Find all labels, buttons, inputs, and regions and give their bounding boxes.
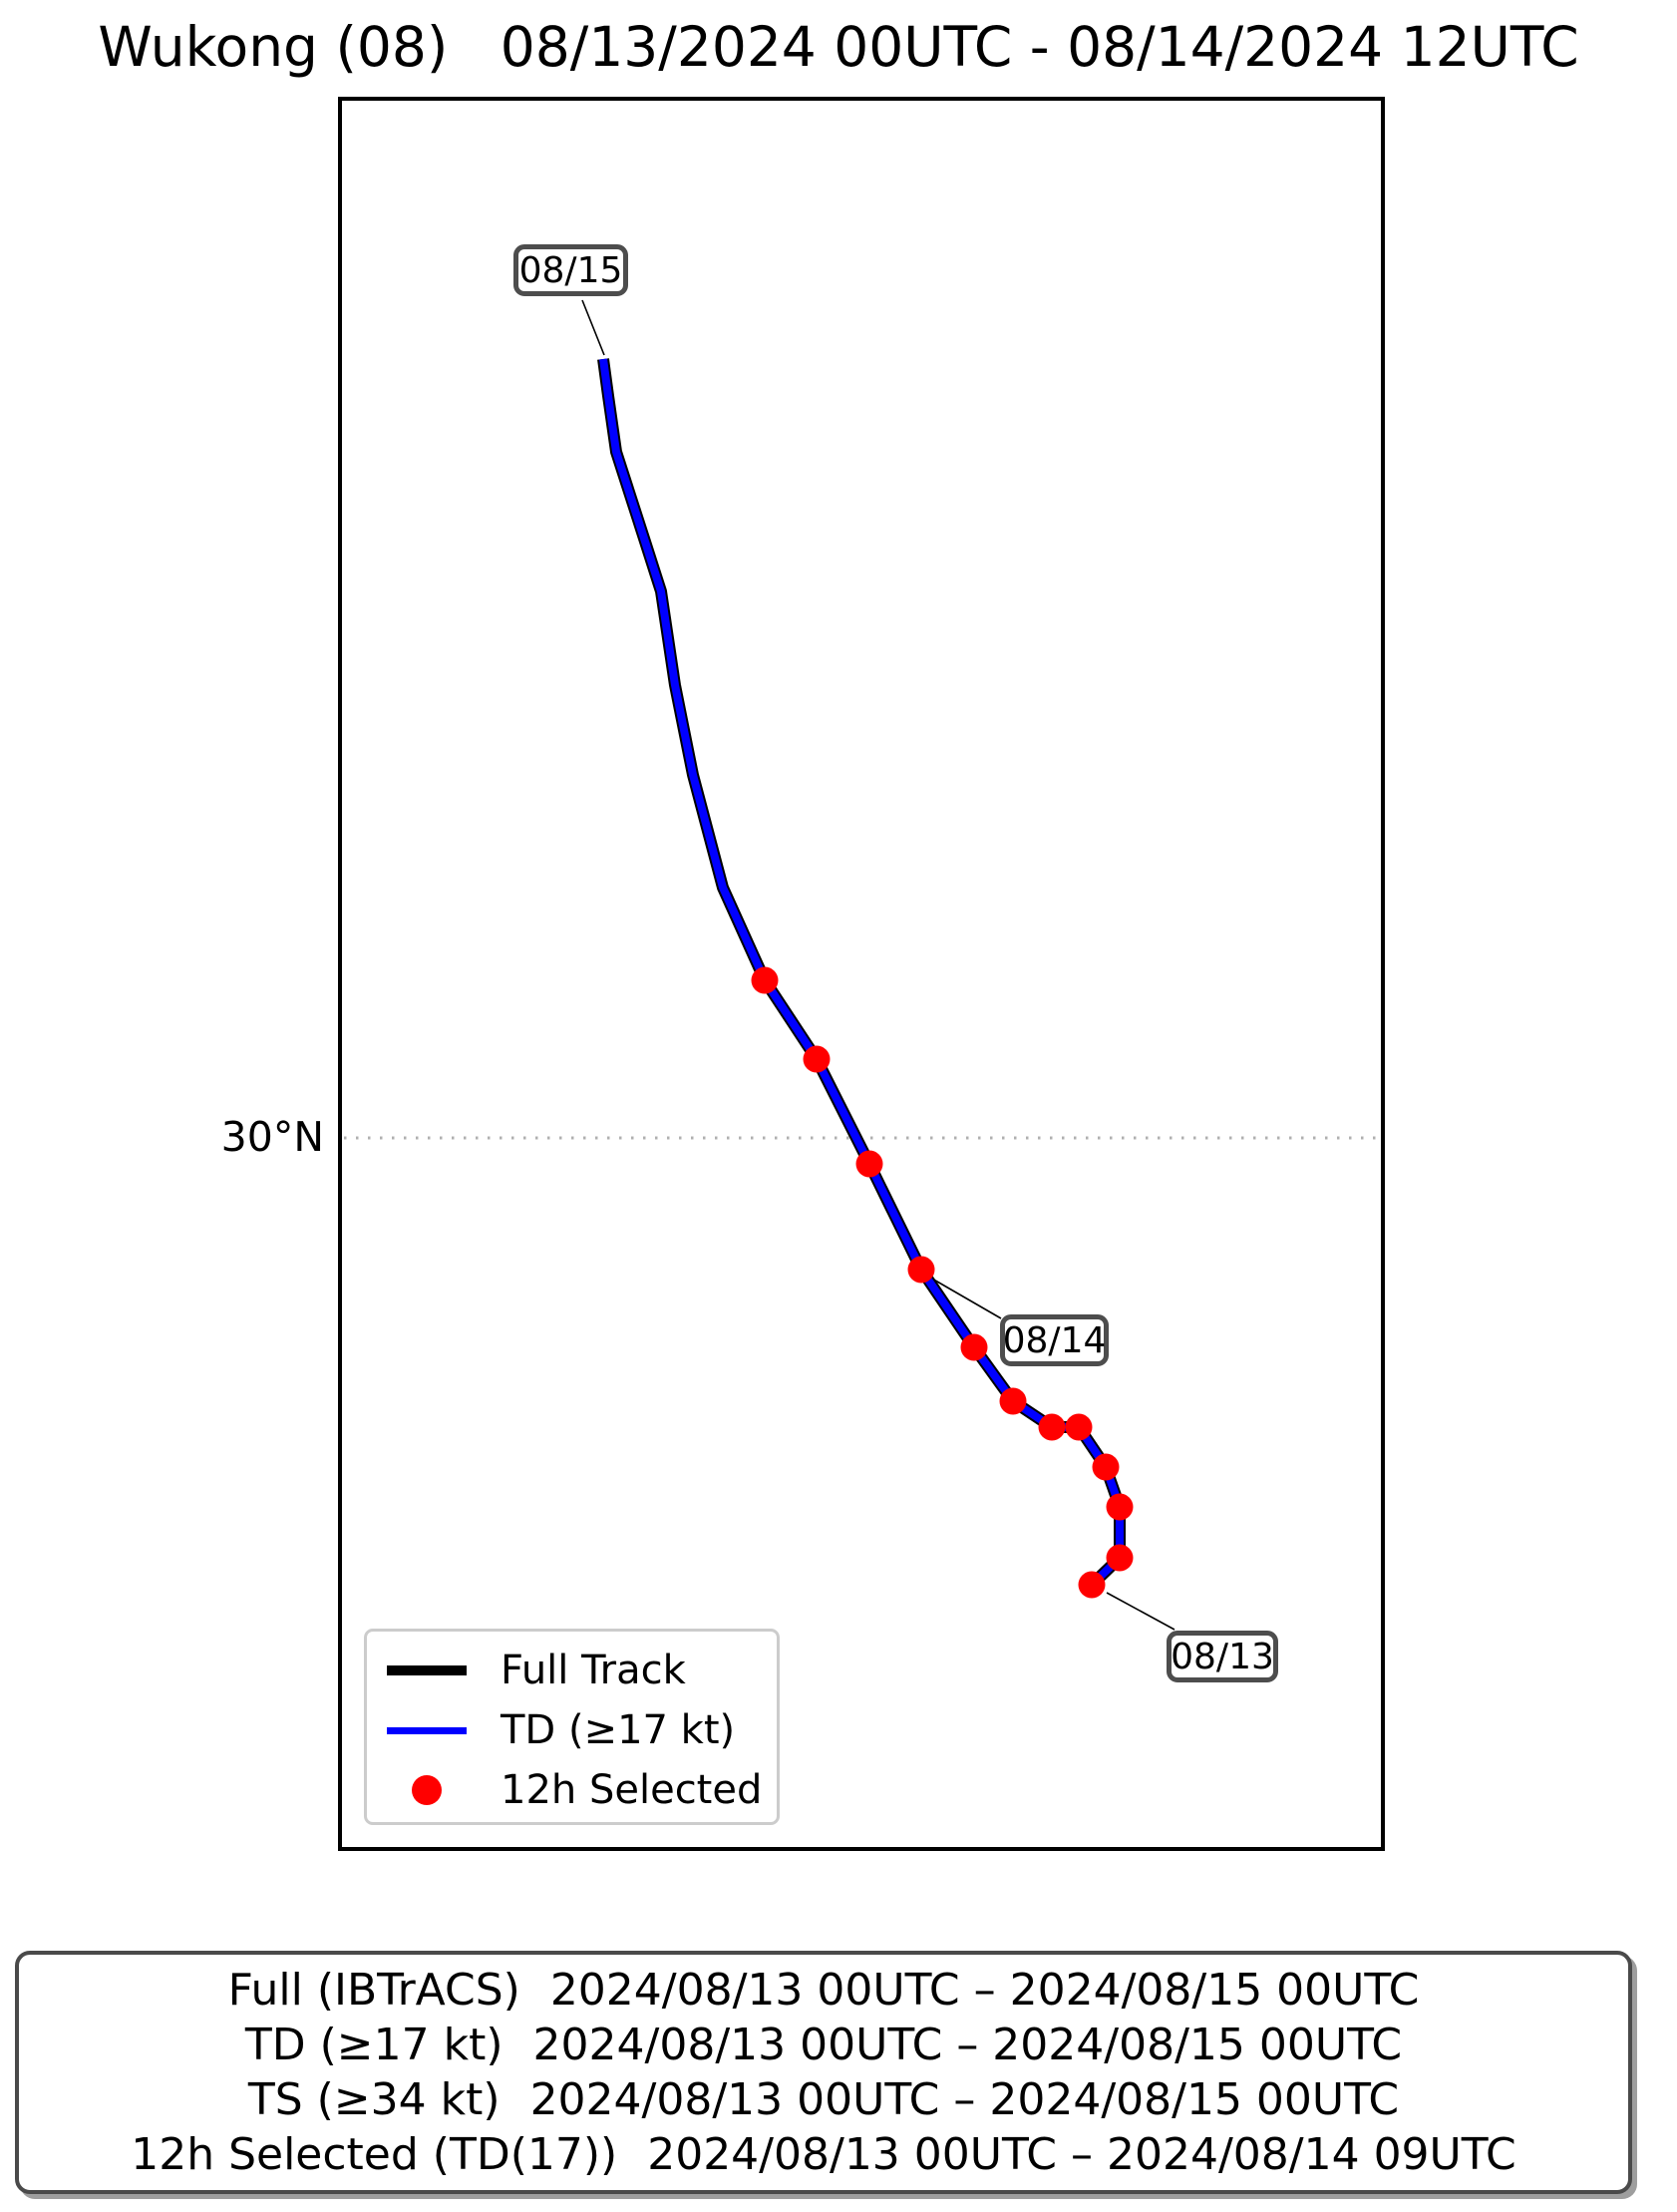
plot-frame <box>338 97 1385 1851</box>
info-label: 12h Selected (TD(17)) <box>131 2129 618 2180</box>
selected-dot-swatch <box>387 1775 467 1805</box>
info-row-ts: TS (≥34 kt) 2024/08/13 00UTC – 2024/08/15… <box>19 2072 1628 2127</box>
legend-item-td: TD (≥17 kt) <box>367 1700 777 1760</box>
full-track-line-swatch <box>387 1665 467 1675</box>
info-range: 2024/08/13 00UTC – 2024/08/14 09UTC <box>647 2129 1516 2180</box>
legend-label: 12h Selected <box>501 1767 763 1813</box>
info-label: TS (≥34 kt) <box>247 2074 501 2125</box>
date-label-08-13: 08/13 <box>1167 1631 1278 1682</box>
legend-swatch-shape <box>387 1726 467 1734</box>
selected-point-dot <box>855 1150 883 1178</box>
info-range: 2024/08/13 00UTC – 2024/08/15 00UTC <box>529 2074 1400 2125</box>
date-label-text: 08/15 <box>518 249 623 291</box>
full-track-line <box>597 358 1126 1590</box>
selected-point-dot <box>1065 1413 1093 1441</box>
td-line-swatch <box>387 1726 467 1734</box>
date-label-text: 08/14 <box>1002 1319 1107 1361</box>
info-row-full: Full (IBTrACS) 2024/08/13 00UTC – 2024/08… <box>19 1963 1628 2018</box>
track-period-info-box: Full (IBTrACS) 2024/08/13 00UTC – 2024/08… <box>15 1951 1632 2194</box>
annotation-leader-line <box>1106 1592 1175 1631</box>
legend: Full Track TD (≥17 kt) 12h Selected <box>364 1629 780 1825</box>
td-track-line <box>599 358 1124 1588</box>
selected-point-dot <box>907 1256 935 1284</box>
selected-point-dot <box>1092 1453 1120 1481</box>
legend-item-full-track: Full Track <box>367 1641 777 1700</box>
selected-point-dot <box>1106 1544 1134 1572</box>
info-range: 2024/08/13 00UTC – 2024/08/15 00UTC <box>549 1965 1420 2016</box>
annotation-leader-line <box>929 1277 1002 1319</box>
legend-item-12h-selected: 12h Selected <box>367 1760 777 1820</box>
info-label: Full (IBTrACS) <box>227 1965 520 2016</box>
chart-title: Wukong (08) 08/13/2024 00UTC - 08/14/202… <box>98 15 1579 79</box>
latitude-30n-label: 30°N <box>220 1113 324 1161</box>
legend-swatch-shape <box>412 1775 442 1805</box>
selected-point-dot <box>751 966 779 994</box>
date-label-text: 08/13 <box>1171 1636 1274 1677</box>
legend-label: TD (≥17 kt) <box>501 1707 736 1753</box>
storm-track-plot <box>344 299 1379 1631</box>
selected-point-dot <box>803 1045 831 1073</box>
selected-point-dot <box>1078 1571 1106 1599</box>
info-row-12h-selected: 12h Selected (TD(17)) 2024/08/13 00UTC – … <box>19 2127 1628 2182</box>
annotation-leader-line <box>581 299 605 356</box>
info-row-td: TD (≥17 kt) 2024/08/13 00UTC – 2024/08/15… <box>19 2018 1628 2072</box>
legend-label: Full Track <box>501 1648 686 1693</box>
selected-point-dot <box>1038 1413 1066 1441</box>
info-label: TD (≥17 kt) <box>244 2020 503 2070</box>
selected-point-dot <box>960 1333 988 1361</box>
selected-point-dot <box>999 1387 1027 1415</box>
selected-point-dot <box>1106 1493 1134 1521</box>
info-range: 2024/08/13 00UTC – 2024/08/15 00UTC <box>532 2020 1403 2070</box>
legend-swatch-shape <box>387 1665 467 1675</box>
date-label-08-15: 08/15 <box>513 244 628 296</box>
date-label-08-14: 08/14 <box>1000 1314 1109 1366</box>
